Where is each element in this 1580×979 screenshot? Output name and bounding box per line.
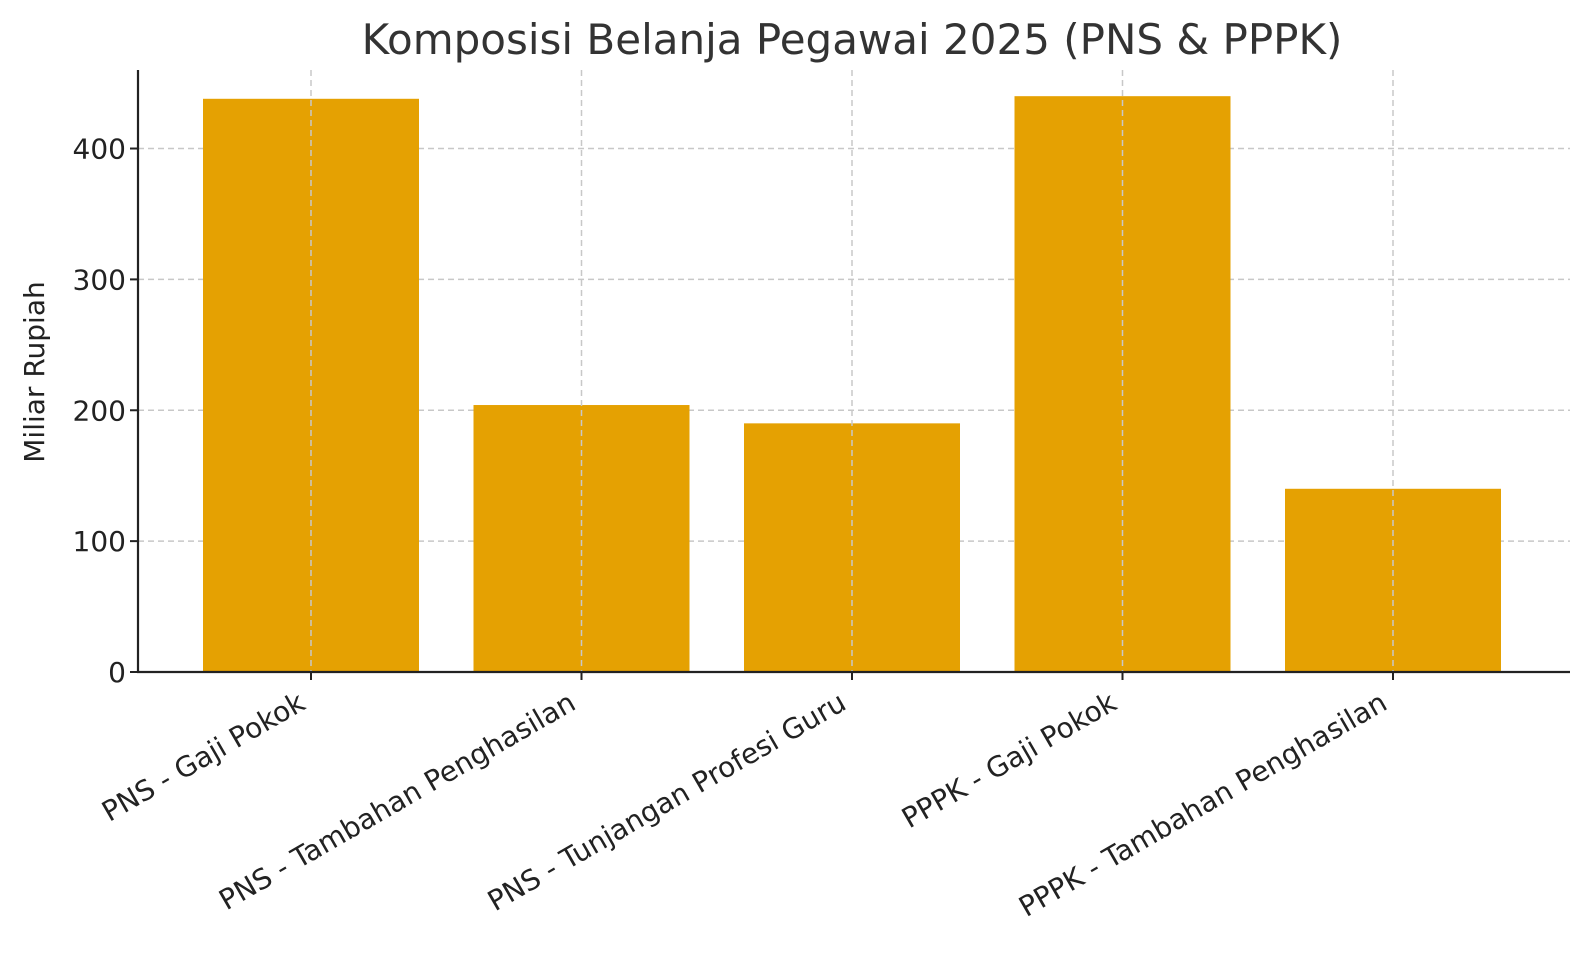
bar: [473, 405, 690, 672]
y-axis-label: Miliar Rupiah: [18, 281, 51, 462]
axes: [136, 70, 1570, 674]
chart-title: Komposisi Belanja Pegawai 2025 (PNS & PP…: [362, 15, 1343, 64]
y-tick-label: 200: [73, 394, 126, 427]
y-tick-label: 100: [73, 525, 126, 558]
y-tick-label: 400: [73, 133, 126, 166]
x-tick-label: PNS - Gaji Pokok: [96, 685, 311, 828]
y-ticks: 0 100 200 300 400: [73, 133, 138, 689]
x-tick-label: PPPK - Gaji Pokok: [896, 685, 1123, 835]
y-tick-label: 300: [73, 263, 126, 296]
x-grid: [310, 70, 1394, 672]
y-tick-label: 0: [108, 656, 126, 689]
